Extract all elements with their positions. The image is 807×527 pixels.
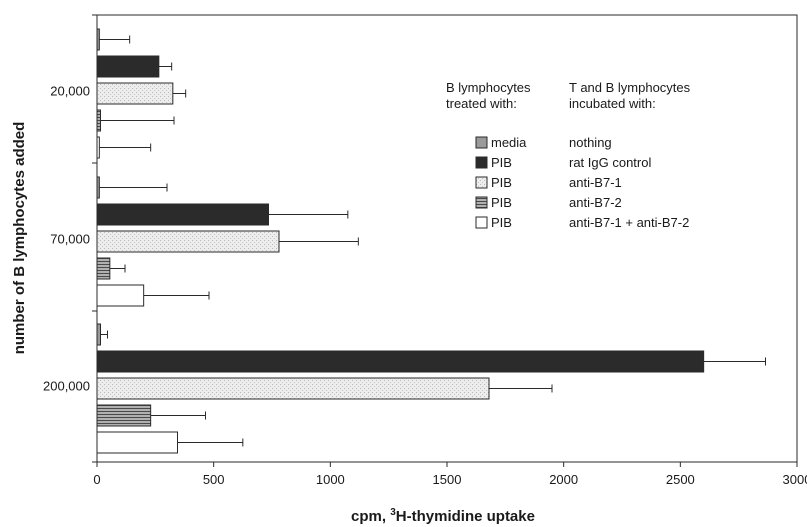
x-tick-label-3: 1000 [316,472,345,487]
y-tick-label-3: 200,000 [43,378,90,393]
legend-swatch-2 [475,156,488,169]
legend-swatch-1 [475,136,488,149]
bar-2-1 [96,176,100,199]
bar-3-5 [96,431,178,454]
bar-2-4 [96,257,111,280]
y-tick-label-2: 70,000 [50,231,90,246]
legend-treated-2: PIB [491,155,512,170]
x-axis-title: cpm, 3H-thymidine uptake [351,507,535,525]
bar-3-1 [96,323,101,346]
legend-treated-1: media [491,135,527,150]
bar-1-3 [96,82,174,105]
bar-2-5 [96,284,145,307]
x-tick-label-6: 2500 [666,472,695,487]
x-axis-title-main: cpm, [351,508,390,525]
legend-entries: media nothing PIB rat IgG control PIB anti-B7… [475,135,689,230]
y-axis-title: number of B lymphocytes added [11,122,28,355]
legend-swatch-5 [475,216,488,229]
x-tick-label-7: 3000 [783,472,807,487]
legend-treated-4: PIB [491,195,512,210]
bar-3-4 [96,404,152,427]
y-tick-label-1: 20,000 [50,83,90,98]
bar-2-3 [96,230,280,253]
bar-3-2 [96,350,705,373]
bar-1-4 [96,109,101,132]
legend-header-left-line1: B lymphocytes [446,80,531,95]
y-axis-ticks: 20,000 70,000 200,000 [43,14,97,463]
legend-swatch-4 [475,196,488,209]
legend-treated-3: PIB [491,175,512,190]
legend: B lymphocytes treated with: T and B lymp… [446,80,691,230]
bars [96,28,766,454]
x-tick-label-1: 0 [93,472,100,487]
legend-header-right-line2: incubated with: [569,96,656,111]
bar-1-2 [96,55,160,78]
legend-header-left-line2: treated with: [446,96,517,111]
x-tick-label-4: 1500 [433,472,462,487]
bar-2-2 [96,203,269,226]
legend-incubated-2: rat IgG control [569,155,651,170]
x-axis-ticks: 0 500 1000 1500 2000 2500 3000 [93,462,807,487]
legend-header-right-line1: T and B lymphocytes [569,80,691,95]
bar-1-5 [96,136,100,159]
legend-incubated-4: anti-B7-2 [569,195,622,210]
x-axis-title-superscript: 3 [390,507,396,518]
legend-swatch-3 [475,176,488,189]
legend-incubated-5: anti-B7-1 + anti-B7-2 [569,215,689,230]
x-axis-title-rest: H-thymidine uptake [396,508,535,525]
legend-incubated-3: anti-B7-1 [569,175,622,190]
legend-incubated-1: nothing [569,135,612,150]
bar-3-3 [96,377,490,400]
x-tick-label-5: 2000 [549,472,578,487]
legend-treated-5: PIB [491,215,512,230]
x-tick-label-2: 500 [203,472,225,487]
bar-1-1 [96,28,100,51]
